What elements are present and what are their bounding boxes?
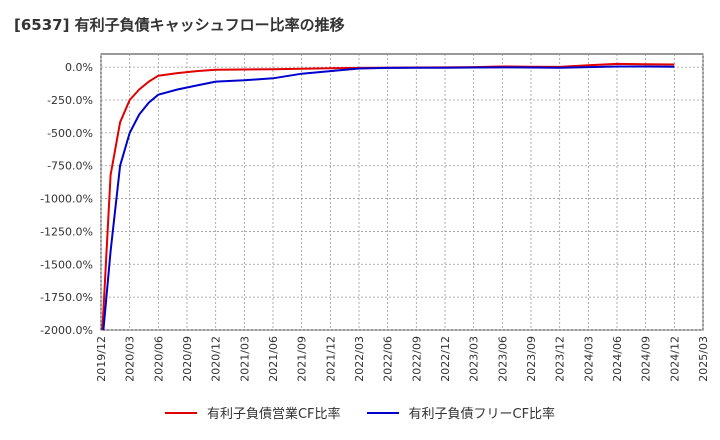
x-tick-label: 2024/12 xyxy=(668,336,681,382)
legend-item-operating-cf: 有利子負債営業CF比率 xyxy=(164,403,341,422)
x-tick-label: 2022/09 xyxy=(410,336,423,382)
y-tick-label: -1250.0% xyxy=(40,225,93,238)
x-tick-label: 2023/12 xyxy=(554,336,567,382)
legend-label-operating-cf: 有利子負債営業CF比率 xyxy=(206,407,341,422)
x-tick-label: 2021/06 xyxy=(267,336,280,382)
x-tick-label: 2024/06 xyxy=(611,336,624,382)
x-tick-label: 2025/03 xyxy=(697,336,710,382)
series-line-1 xyxy=(102,65,675,330)
legend-label-free-cf: 有利子負債フリーCF比率 xyxy=(408,407,556,422)
y-tick-label: 0.0% xyxy=(65,61,93,74)
x-tick-label: 2021/09 xyxy=(296,336,309,382)
x-tick-label: 2021/12 xyxy=(324,336,337,382)
y-tick-label: -500.0% xyxy=(47,127,93,140)
x-tick-label: 2019/12 xyxy=(95,336,108,382)
legend: 有利子負債営業CF比率 有利子負債フリーCF比率 xyxy=(0,403,720,422)
y-tick-label: -750.0% xyxy=(47,160,93,173)
y-tick-label: -1000.0% xyxy=(40,193,93,206)
y-tick-label: -2000.0% xyxy=(40,324,93,337)
x-tick-label: 2022/03 xyxy=(353,336,366,382)
x-axis-ticks: 2019/12 2020/03 2020/06 2020/09 2020/12 2021/… xyxy=(95,336,710,382)
y-tick-label: -1750.0% xyxy=(40,291,93,304)
x-tick-label: 2020/06 xyxy=(152,336,165,382)
x-tick-label: 2024/03 xyxy=(582,336,595,382)
chart-title: [6537] 有利子負債キャッシュフロー比率の推移 xyxy=(14,16,345,34)
x-tick-label: 2020/03 xyxy=(124,336,137,382)
x-tick-label: 2023/03 xyxy=(468,336,481,382)
x-tick-label: 2023/09 xyxy=(525,336,538,382)
x-tick-label: 2022/12 xyxy=(439,336,452,382)
x-tick-label: 2023/06 xyxy=(496,336,509,382)
y-tick-label: -250.0% xyxy=(47,94,93,107)
x-tick-label: 2020/09 xyxy=(181,336,194,382)
x-tick-label: 2020/12 xyxy=(210,336,223,382)
x-tick-label: 2024/09 xyxy=(640,336,653,382)
legend-swatch-blue xyxy=(366,411,399,414)
legend-swatch-red xyxy=(164,411,197,414)
series-lines xyxy=(101,62,675,330)
y-axis-ticks: 0.0% -250.0% -500.0% -750.0% -1000.0% -1250.0… xyxy=(40,61,93,337)
x-tick-label: 2022/06 xyxy=(382,336,395,382)
y-tick-label: -1500.0% xyxy=(40,258,93,271)
plot-area xyxy=(100,53,704,331)
legend-item-free-cf: 有利子負債フリーCF比率 xyxy=(366,403,556,422)
x-tick-label: 2021/03 xyxy=(238,336,251,382)
